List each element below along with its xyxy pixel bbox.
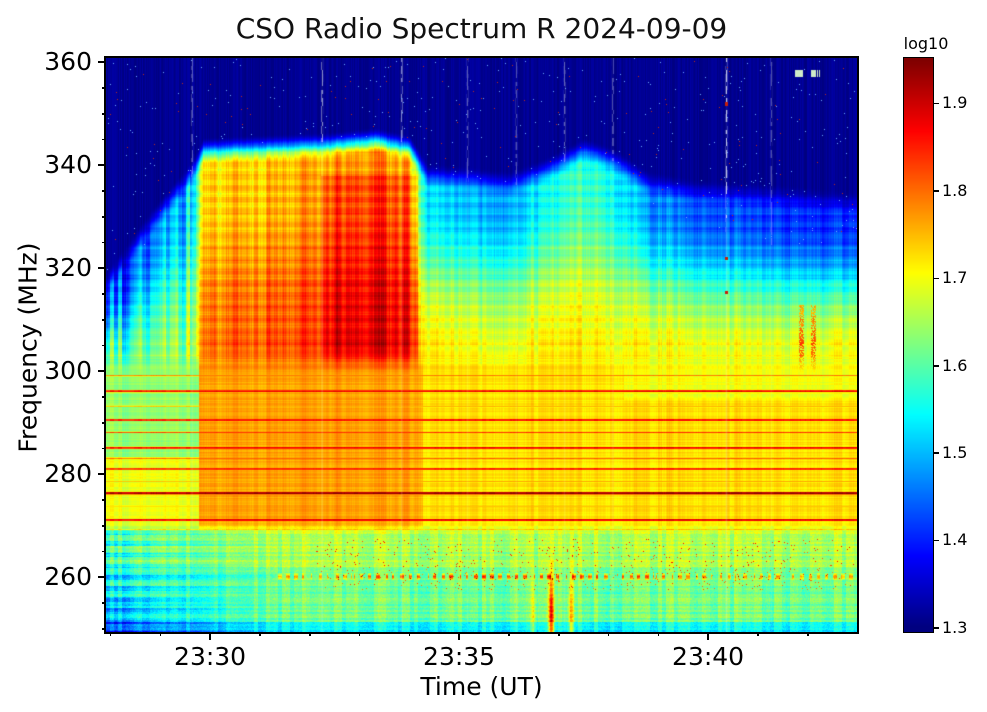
x-tick-label: 23:35: [423, 642, 496, 671]
colorbar-tick: [934, 190, 939, 192]
colorbar-tick-label: 1.4: [942, 530, 968, 550]
x-minor-tick: [159, 632, 162, 636]
y-axis-label: Frequency (MHz): [13, 242, 43, 453]
y-major-tick: [98, 164, 106, 167]
colorbar-tick: [934, 539, 939, 542]
spectrogram-canvas: [106, 58, 857, 632]
x-minor-tick: [109, 632, 112, 636]
y-major-tick: [98, 61, 106, 64]
y-major-tick: [98, 473, 106, 476]
y-major-tick: [98, 576, 106, 579]
colorbar: [903, 57, 934, 633]
colorbar-tick-label: 1.7: [942, 268, 968, 288]
y-tick-label: 340: [44, 150, 92, 180]
y-minor-tick: [102, 216, 106, 218]
x-minor-tick: [757, 632, 759, 636]
x-major-tick: [707, 632, 710, 640]
y-minor-tick: [102, 499, 106, 501]
x-minor-tick: [309, 632, 311, 636]
colorbar-tick: [934, 627, 939, 629]
x-minor-tick: [259, 632, 261, 636]
x-minor-tick: [508, 632, 510, 636]
x-major-tick: [209, 632, 212, 640]
x-minor-tick: [408, 632, 411, 636]
x-minor-tick: [807, 632, 809, 636]
colorbar-tick: [934, 365, 939, 367]
y-minor-tick: [102, 344, 106, 347]
y-minor-tick: [102, 602, 106, 604]
y-tick-label: 320: [44, 253, 92, 283]
colorbar-tick: [934, 277, 939, 280]
y-minor-tick: [102, 396, 106, 398]
y-minor-tick: [102, 87, 106, 89]
y-minor-tick: [102, 113, 106, 115]
colorbar-tick-label: 1.3: [942, 617, 968, 637]
colorbar-tick-label: 1.8: [942, 180, 968, 200]
spectrogram-plot: [104, 56, 859, 634]
colorbar-tick: [934, 452, 939, 454]
colorbar-tick-label: 1.6: [942, 355, 968, 375]
y-tick-label: 300: [44, 356, 92, 386]
colorbar-tick-label: 1.9: [942, 93, 968, 113]
y-major-tick: [98, 370, 106, 373]
y-tick-label: 360: [44, 47, 92, 77]
x-minor-tick: [558, 632, 560, 636]
y-minor-tick: [102, 319, 106, 321]
colorbar-tick: [934, 102, 939, 105]
y-minor-tick: [102, 422, 106, 424]
y-tick-label: 280: [44, 459, 92, 489]
x-axis-label: Time (UT): [420, 672, 543, 701]
x-tick-label: 23:40: [672, 642, 745, 671]
y-minor-tick: [102, 628, 106, 630]
x-minor-tick: [607, 632, 610, 636]
y-minor-tick: [102, 138, 106, 141]
y-major-tick: [98, 267, 106, 270]
x-minor-tick: [657, 632, 660, 636]
colorbar-tick-label: 1.5: [942, 442, 968, 462]
x-tick-label: 23:30: [174, 642, 247, 671]
x-major-tick: [458, 632, 461, 640]
y-minor-tick: [102, 241, 106, 244]
y-minor-tick: [102, 550, 106, 553]
y-minor-tick: [102, 293, 106, 295]
colorbar-canvas: [904, 58, 933, 632]
colorbar-title: log10: [903, 34, 949, 53]
y-minor-tick: [102, 525, 106, 527]
x-minor-tick: [358, 632, 361, 636]
chart-title: CSO Radio Spectrum R 2024-09-09: [235, 12, 728, 45]
y-minor-tick: [102, 447, 106, 450]
y-tick-label: 260: [44, 562, 92, 592]
y-minor-tick: [102, 190, 106, 192]
